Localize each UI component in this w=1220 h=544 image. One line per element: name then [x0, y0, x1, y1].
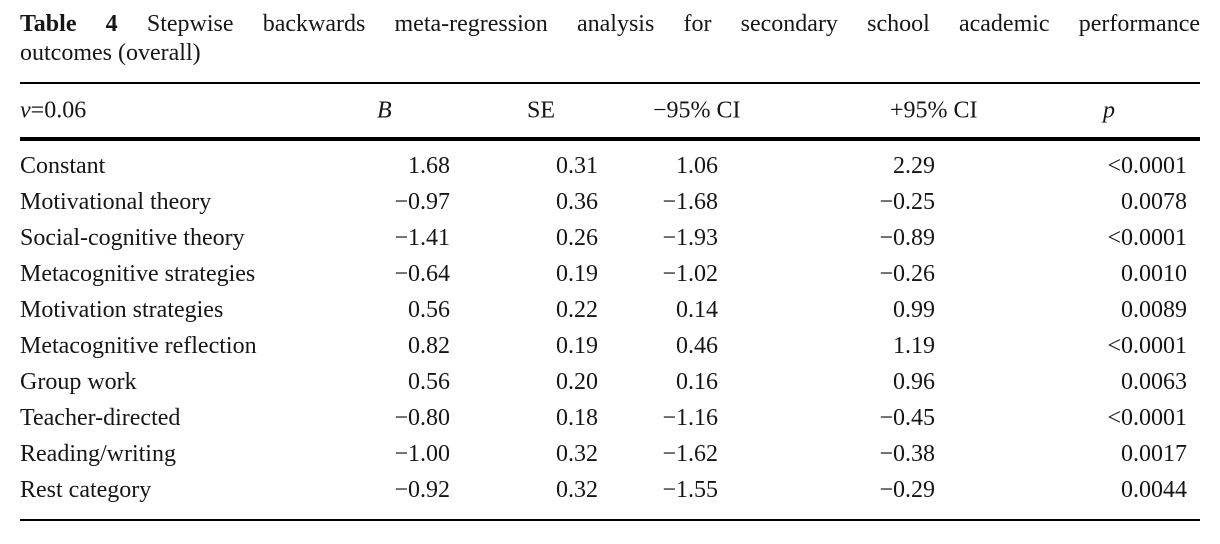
ci-low-value: −1.68 [662, 188, 718, 215]
header-param: v=0.06 [20, 97, 86, 124]
se-value: 0.19 [556, 260, 598, 287]
p-value: 0.0010 [1121, 260, 1187, 287]
p-value: <0.0001 [1107, 332, 1187, 359]
se-value: 0.32 [556, 440, 598, 467]
ci-low-value: −1.93 [662, 224, 718, 251]
ci-high-value: 1.19 [893, 332, 935, 359]
se-value: 0.31 [556, 152, 598, 179]
se-value: 0.26 [556, 224, 598, 251]
p-value: <0.0001 [1107, 224, 1187, 251]
table-body: Constant 1.68 0.31 1.06 2.29 <0.0001 Mot… [20, 141, 1200, 521]
p-value: <0.0001 [1107, 404, 1187, 431]
ci-high-value: −0.89 [879, 224, 935, 251]
ci-low-value: −1.02 [662, 260, 718, 287]
row-label: Reading/writing [20, 440, 176, 467]
ci-high-value: −0.26 [879, 260, 935, 287]
row-label: Constant [20, 152, 106, 179]
ci-high-value: 0.99 [893, 296, 935, 323]
header-b: B [377, 97, 392, 123]
table-row: Motivational theory −0.97 0.36 −1.68 −0.… [20, 184, 1200, 220]
b-value: 0.56 [408, 296, 450, 323]
row-label: Metacognitive strategies [20, 260, 256, 287]
ci-low-value: 0.16 [676, 368, 718, 395]
b-value: 1.68 [408, 152, 450, 179]
b-value: −0.92 [394, 476, 450, 503]
table-caption-text: Stepwise backwards meta-regression analy… [146, 11, 1201, 37]
p-value: 0.0078 [1121, 188, 1187, 215]
table-row: Rest category −0.92 0.32 −1.55 −0.29 0.0… [20, 472, 1200, 508]
b-value: −0.64 [394, 260, 450, 287]
ci-low-value: 0.46 [676, 332, 718, 359]
table-caption-label: Table 4 [20, 11, 118, 37]
row-label: Motivation strategies [20, 296, 224, 323]
table-row: Metacognitive reflection 0.82 0.19 0.46 … [20, 328, 1200, 364]
ci-high-value: −0.45 [879, 404, 935, 431]
table-caption-line2: outcomes (overall) [20, 40, 201, 66]
p-value: 0.0063 [1121, 368, 1187, 395]
param-value: =0.06 [30, 97, 87, 123]
param-symbol: v [20, 97, 31, 123]
row-label: Social-cognitive theory [20, 224, 245, 251]
b-value: −1.41 [394, 224, 450, 251]
header-ci-low: −95% CI [653, 97, 741, 123]
ci-high-value: 2.29 [893, 152, 935, 179]
se-value: 0.32 [556, 476, 598, 503]
ci-high-value: −0.38 [879, 440, 935, 467]
document-page: Table 4 Stepwise backwards meta-regressi… [20, 10, 1200, 521]
se-value: 0.36 [556, 188, 598, 215]
table-header-row: v=0.06 B SE −95% CI +95% CI p [20, 82, 1200, 141]
table-row: Constant 1.68 0.31 1.06 2.29 <0.0001 [20, 148, 1200, 184]
table-row: Motivation strategies 0.56 0.22 0.14 0.9… [20, 292, 1200, 328]
row-label: Teacher-directed [20, 404, 181, 431]
ci-low-value: −1.55 [662, 476, 718, 503]
se-value: 0.18 [556, 404, 598, 431]
table-row: Reading/writing −1.00 0.32 −1.62 −0.38 0… [20, 436, 1200, 472]
p-value: <0.0001 [1107, 152, 1187, 179]
header-ci-high: +95% CI [890, 97, 978, 123]
table-row: Metacognitive strategies −0.64 0.19 −1.0… [20, 256, 1200, 292]
se-value: 0.20 [556, 368, 598, 395]
p-value: 0.0017 [1121, 440, 1187, 467]
se-value: 0.22 [556, 296, 598, 323]
row-label: Group work [20, 368, 137, 395]
b-value: 0.82 [408, 332, 450, 359]
header-se: SE [527, 97, 556, 123]
row-label: Metacognitive reflection [20, 332, 257, 359]
table-row: Social-cognitive theory −1.41 0.26 −1.93… [20, 220, 1200, 256]
row-label: Rest category [20, 476, 152, 503]
b-value: −1.00 [394, 440, 450, 467]
table-caption-line1: Table 4 Stepwise backwards meta-regressi… [20, 10, 1200, 39]
table-caption: Table 4 Stepwise backwards meta-regressi… [20, 10, 1200, 68]
ci-high-value: 0.96 [893, 368, 935, 395]
se-value: 0.19 [556, 332, 598, 359]
ci-high-value: −0.29 [879, 476, 935, 503]
table-row: Group work 0.56 0.20 0.16 0.96 0.0063 [20, 364, 1200, 400]
b-value: −0.80 [394, 404, 450, 431]
ci-low-value: −1.62 [662, 440, 718, 467]
meta-regression-table: v=0.06 B SE −95% CI +95% CI p Constant 1… [20, 82, 1200, 521]
ci-high-value: −0.25 [879, 188, 935, 215]
b-value: 0.56 [408, 368, 450, 395]
p-value: 0.0044 [1121, 476, 1187, 503]
ci-low-value: 0.14 [676, 296, 718, 323]
header-p: p [1103, 97, 1115, 123]
ci-low-value: −1.16 [662, 404, 718, 431]
b-value: −0.97 [394, 188, 450, 215]
ci-low-value: 1.06 [676, 152, 718, 179]
table-row: Teacher-directed −0.80 0.18 −1.16 −0.45 … [20, 400, 1200, 436]
row-label: Motivational theory [20, 188, 212, 215]
p-value: 0.0089 [1121, 296, 1187, 323]
